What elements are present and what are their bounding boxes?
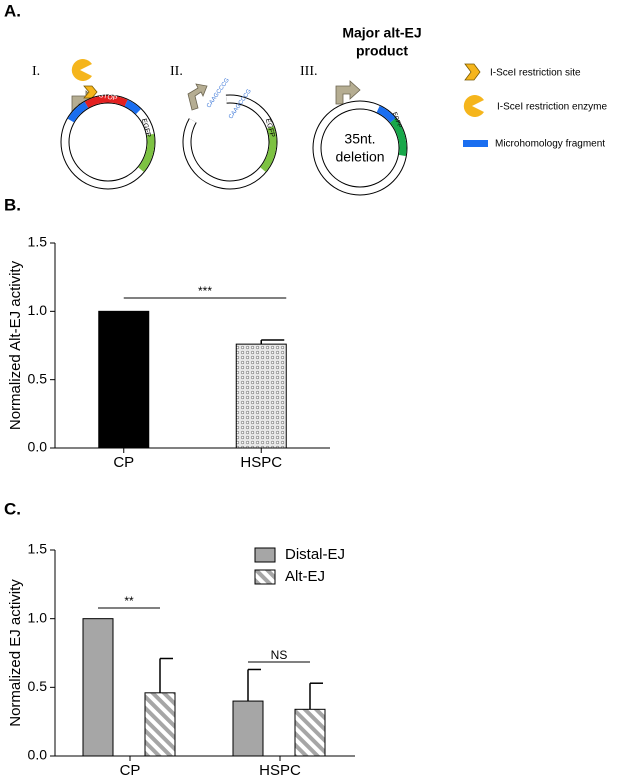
promoter-arrow [187,83,208,111]
plasmid-segment [84,95,128,108]
egfp-label: EGFP [264,118,276,139]
significance-label: ** [124,594,134,608]
legend-text: I-SceI restriction enzyme [497,102,607,113]
panel-label: B. [4,195,21,214]
plasmid-segment [67,101,89,123]
bar [235,343,287,449]
y-axis-label: Normalized Alt-EJ activity [7,260,24,430]
step-label: III. [300,64,318,79]
legend-label: Distal-EJ [285,546,345,563]
legend-swatch [254,569,276,585]
plasmid-segment [124,99,141,115]
x-tick-label: HSPC [259,762,301,779]
y-tick-label: 1.5 [28,234,48,250]
y-tick-label: 1.5 [28,541,48,557]
panel-label: C. [4,499,21,518]
plasmid-segment [260,126,277,172]
legend-icon [463,95,484,117]
y-tick-label: 0.0 [28,439,48,455]
legend-label: Alt-EJ [285,568,325,585]
bar [144,692,176,757]
plasmid-segment [390,118,407,157]
step-label: II. [170,64,183,79]
plasmid-ring [183,95,277,189]
diagram: I. II. III. Major alt-EJ product STOP EGFP EGFP… [32,25,607,196]
product-title: Major alt-EJ [342,25,421,41]
y-axis-label: Normalized EJ activity [7,579,24,727]
legend-text: I-SceI restriction site [490,68,581,79]
plasmid-segment [376,105,396,123]
significance-label: *** [198,284,212,298]
bar [294,708,326,757]
sequence: CAAGCCCG [206,77,231,109]
x-tick-label: CP [120,762,141,779]
legend-icon [464,63,481,81]
legend-text: Microhomology fragment [495,139,605,150]
significance-label: NS [271,648,288,662]
product-title: product [356,43,408,59]
promoter-arrow [335,80,361,105]
legend-icon [463,140,488,147]
y-tick-label: 1.0 [28,302,48,318]
y-tick-label: 0.0 [28,747,48,763]
deletion-label: 35nt. [344,131,375,147]
plasmid-segment [138,133,155,172]
panel-label: A. [4,1,21,20]
egfp-label: EGFP [391,111,402,128]
bar [82,618,114,757]
deletion-label: deletion [335,149,384,165]
y-tick-label: 1.0 [28,609,48,625]
y-tick-label: 0.5 [28,678,48,694]
legend-swatch [254,547,276,563]
x-tick-label: CP [113,454,134,471]
x-tick-label: HSPC [240,454,282,471]
bar [98,310,150,449]
step-label: I. [32,64,40,79]
enzyme-icon [71,59,92,81]
y-tick-label: 0.5 [28,370,48,386]
egfp-label: EGFP [140,118,152,139]
bar [232,700,264,757]
stop-label: STOP [98,92,118,103]
